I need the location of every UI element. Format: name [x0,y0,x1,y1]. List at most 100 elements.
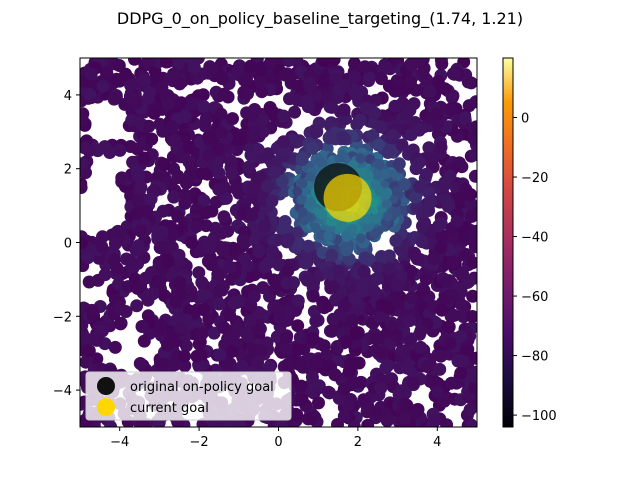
scatter-point [417,205,431,219]
scatter-point [404,75,417,89]
scatter-point [216,243,230,257]
scatter-point [90,333,104,347]
scatter-point [382,199,392,210]
legend-marker-current-goal [97,398,115,416]
scatter-point [297,178,308,189]
scatter-point [135,320,149,333]
scatter-point [196,288,210,302]
scatter-point [321,266,335,280]
scatter-point [228,326,242,340]
scatter-point [325,248,339,262]
scatter-point [431,385,444,399]
scatter-point [80,157,90,171]
scatter-point [391,207,402,218]
scatter-point [441,199,455,213]
y-tick-label: −4 [53,384,72,399]
scatter-point [155,81,169,94]
scatter-point [400,398,414,412]
scatter-point [297,207,308,218]
scatter-point [410,252,424,266]
scatter-point [171,58,185,71]
scatter-point [268,165,282,179]
scatter-point [461,342,475,356]
scatter-point [137,151,151,165]
scatter-point [468,169,477,183]
scatter-point [310,223,321,234]
scatter-point [282,232,295,246]
scatter-point [362,214,372,224]
scatter-point [245,208,259,222]
scatter-point [134,224,148,238]
scatter-point [98,140,112,154]
scatter-point [374,381,388,395]
scatter-point [305,172,316,183]
scatter-point [277,135,291,149]
colorbar-ticks: 0 −20 −40 −60 −80 −100 [513,112,557,424]
scatter-point [258,219,272,233]
scatter-point [108,237,122,251]
scatter-point [312,396,325,410]
scatter-point [369,332,383,346]
scatter-point [437,394,451,408]
scatter-point [340,243,354,257]
colorbar-tick-label: −60 [521,290,548,305]
scatter-point [98,268,112,282]
scatter-point [219,191,233,205]
scatter-point [179,176,193,190]
scatter-point [108,340,122,354]
scatter-point [244,59,257,73]
scatter-point [236,233,250,247]
scatter-point [221,355,235,369]
scatter-point [113,143,127,157]
scatter-point [339,335,353,348]
scatter-point [214,126,228,140]
scatter-point [383,262,397,276]
scatter-point [282,58,296,66]
scatter-point [219,224,233,238]
scatter-point [423,195,437,209]
x-tick-label: −2 [190,435,209,450]
scatter-point [381,359,395,373]
scatter-point [334,153,345,164]
scatter-point [467,132,477,145]
scatter-point [367,285,381,298]
scatter-point [427,252,440,265]
scatter-point [242,106,256,120]
scatter-point [153,276,167,290]
scatter-point [241,330,255,344]
colorbar-tick-label: −20 [521,171,548,186]
scatter-point [186,97,199,111]
scatter-point [80,236,88,250]
scatter-point [374,120,388,134]
legend-marker-original-goal [97,377,115,395]
scatter-point [443,337,457,351]
scatter-point [124,78,138,92]
scatter-point [341,231,352,242]
scatter-point [279,68,292,82]
scatter-point [174,96,188,110]
scatter-point [131,194,145,208]
scatter-point [260,179,274,193]
scatter-point [291,319,305,333]
scatter-point [130,207,144,220]
scatter-point [279,342,293,356]
scatter-point [390,329,404,342]
scatter-point [306,141,319,155]
scatter-point [177,349,191,363]
scatter-point [348,58,361,71]
scatter-point [454,298,468,312]
scatter-point [450,215,464,228]
scatter-point [414,324,428,338]
scatter-point [253,170,267,184]
colorbar-tick-label: −100 [521,409,557,424]
scatter-point [419,272,433,286]
scatter-point [83,87,97,101]
scatter-point [238,252,252,266]
scatter-point [161,255,175,269]
x-tick-label: −4 [110,435,129,450]
scatter-point [328,368,342,382]
scatter-point [362,71,376,85]
scatter-point [278,215,292,228]
scatter-point [409,406,422,420]
scatter-point [389,234,403,248]
